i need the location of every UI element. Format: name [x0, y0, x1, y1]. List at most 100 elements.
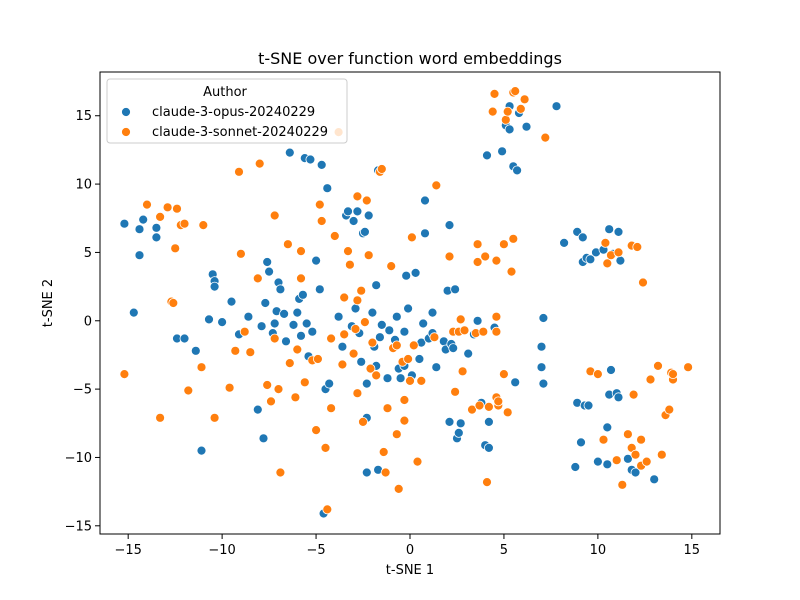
data-point: [239, 326, 250, 337]
data-point: [630, 467, 641, 478]
data-point: [252, 404, 263, 415]
y-tick-label: −5: [73, 383, 92, 398]
data-point: [384, 325, 395, 336]
data-point: [290, 392, 301, 403]
data-point: [649, 474, 660, 485]
data-point: [576, 437, 586, 448]
data-point: [630, 449, 641, 460]
data-point: [258, 433, 269, 444]
data-point: [275, 284, 286, 295]
data-point: [234, 166, 244, 177]
data-point: [162, 202, 173, 213]
data-point: [352, 191, 363, 202]
data-point: [269, 210, 280, 221]
data-point: [322, 183, 333, 194]
data-point: [262, 380, 273, 390]
data-point: [683, 362, 693, 373]
data-point: [134, 250, 145, 261]
data-point: [450, 284, 461, 295]
legend-marker-sonnet: [121, 127, 131, 137]
data-point: [472, 315, 483, 326]
data-point: [395, 373, 406, 384]
data-point: [559, 237, 569, 248]
data-point: [196, 445, 207, 456]
data-point: [416, 375, 427, 386]
data-point: [296, 273, 306, 284]
data-point: [374, 332, 385, 343]
data-point: [502, 106, 513, 117]
data-point: [282, 239, 293, 250]
data-point: [209, 281, 220, 292]
data-point: [459, 325, 470, 336]
data-point: [391, 340, 402, 351]
data-point: [418, 318, 429, 329]
data-point: [617, 479, 628, 490]
data-point: [536, 341, 547, 352]
data-point: [521, 121, 532, 132]
data-point: [343, 206, 353, 217]
data-point: [307, 326, 318, 337]
x-tick-label: 0: [406, 543, 414, 558]
data-point: [478, 326, 489, 337]
data-point: [538, 313, 549, 323]
data-point: [273, 384, 284, 395]
x-axis-label: t-SNE 1: [386, 563, 434, 578]
data-point: [314, 199, 325, 210]
data-point: [519, 94, 530, 105]
data-point: [615, 255, 626, 266]
data-point: [196, 362, 207, 373]
data-point: [405, 375, 415, 386]
data-point: [455, 418, 466, 429]
y-tick-label: 5: [84, 246, 92, 261]
data-point: [500, 114, 511, 125]
data-point: [224, 382, 235, 393]
data-point: [119, 218, 130, 229]
data-point: [324, 378, 335, 389]
data-point: [363, 210, 374, 221]
data-point: [361, 195, 372, 206]
data-point: [230, 345, 241, 356]
x-tick-label: 5: [500, 543, 508, 558]
data-point: [155, 211, 166, 222]
data-point: [288, 319, 299, 330]
legend-title: Author: [203, 85, 247, 100]
data-point: [613, 226, 624, 237]
data-point: [593, 456, 603, 467]
data-point: [453, 427, 464, 438]
data-point: [311, 255, 322, 266]
data-point: [316, 216, 327, 226]
data-point: [510, 86, 521, 96]
data-point: [401, 270, 412, 281]
data-point: [444, 416, 455, 427]
y-tick-label: 10: [75, 178, 92, 193]
data-point: [361, 378, 372, 389]
data-point: [606, 365, 616, 375]
data-point: [420, 195, 430, 206]
data-point: [314, 284, 325, 295]
x-tick-label: −15: [114, 543, 141, 558]
data-point: [585, 254, 596, 265]
data-point: [312, 354, 323, 364]
data-point: [217, 317, 228, 328]
data-point: [266, 396, 276, 407]
data-point: [350, 324, 361, 334]
data-point: [284, 147, 295, 158]
data-point: [348, 216, 359, 226]
data-point: [292, 344, 303, 355]
data-point: [128, 307, 139, 318]
data-point: [414, 354, 425, 364]
data-point: [604, 224, 615, 235]
data-point: [320, 442, 331, 453]
data-point: [508, 233, 519, 244]
data-point: [275, 467, 286, 478]
data-point: [498, 239, 509, 250]
data-point: [371, 370, 382, 381]
data-point: [457, 366, 468, 377]
data-point: [602, 422, 613, 433]
data-point: [474, 400, 485, 411]
data-point: [301, 318, 312, 329]
data-point: [119, 369, 130, 380]
data-point: [204, 314, 214, 325]
x-tick-label: −5: [306, 543, 325, 558]
data-point: [391, 311, 402, 322]
